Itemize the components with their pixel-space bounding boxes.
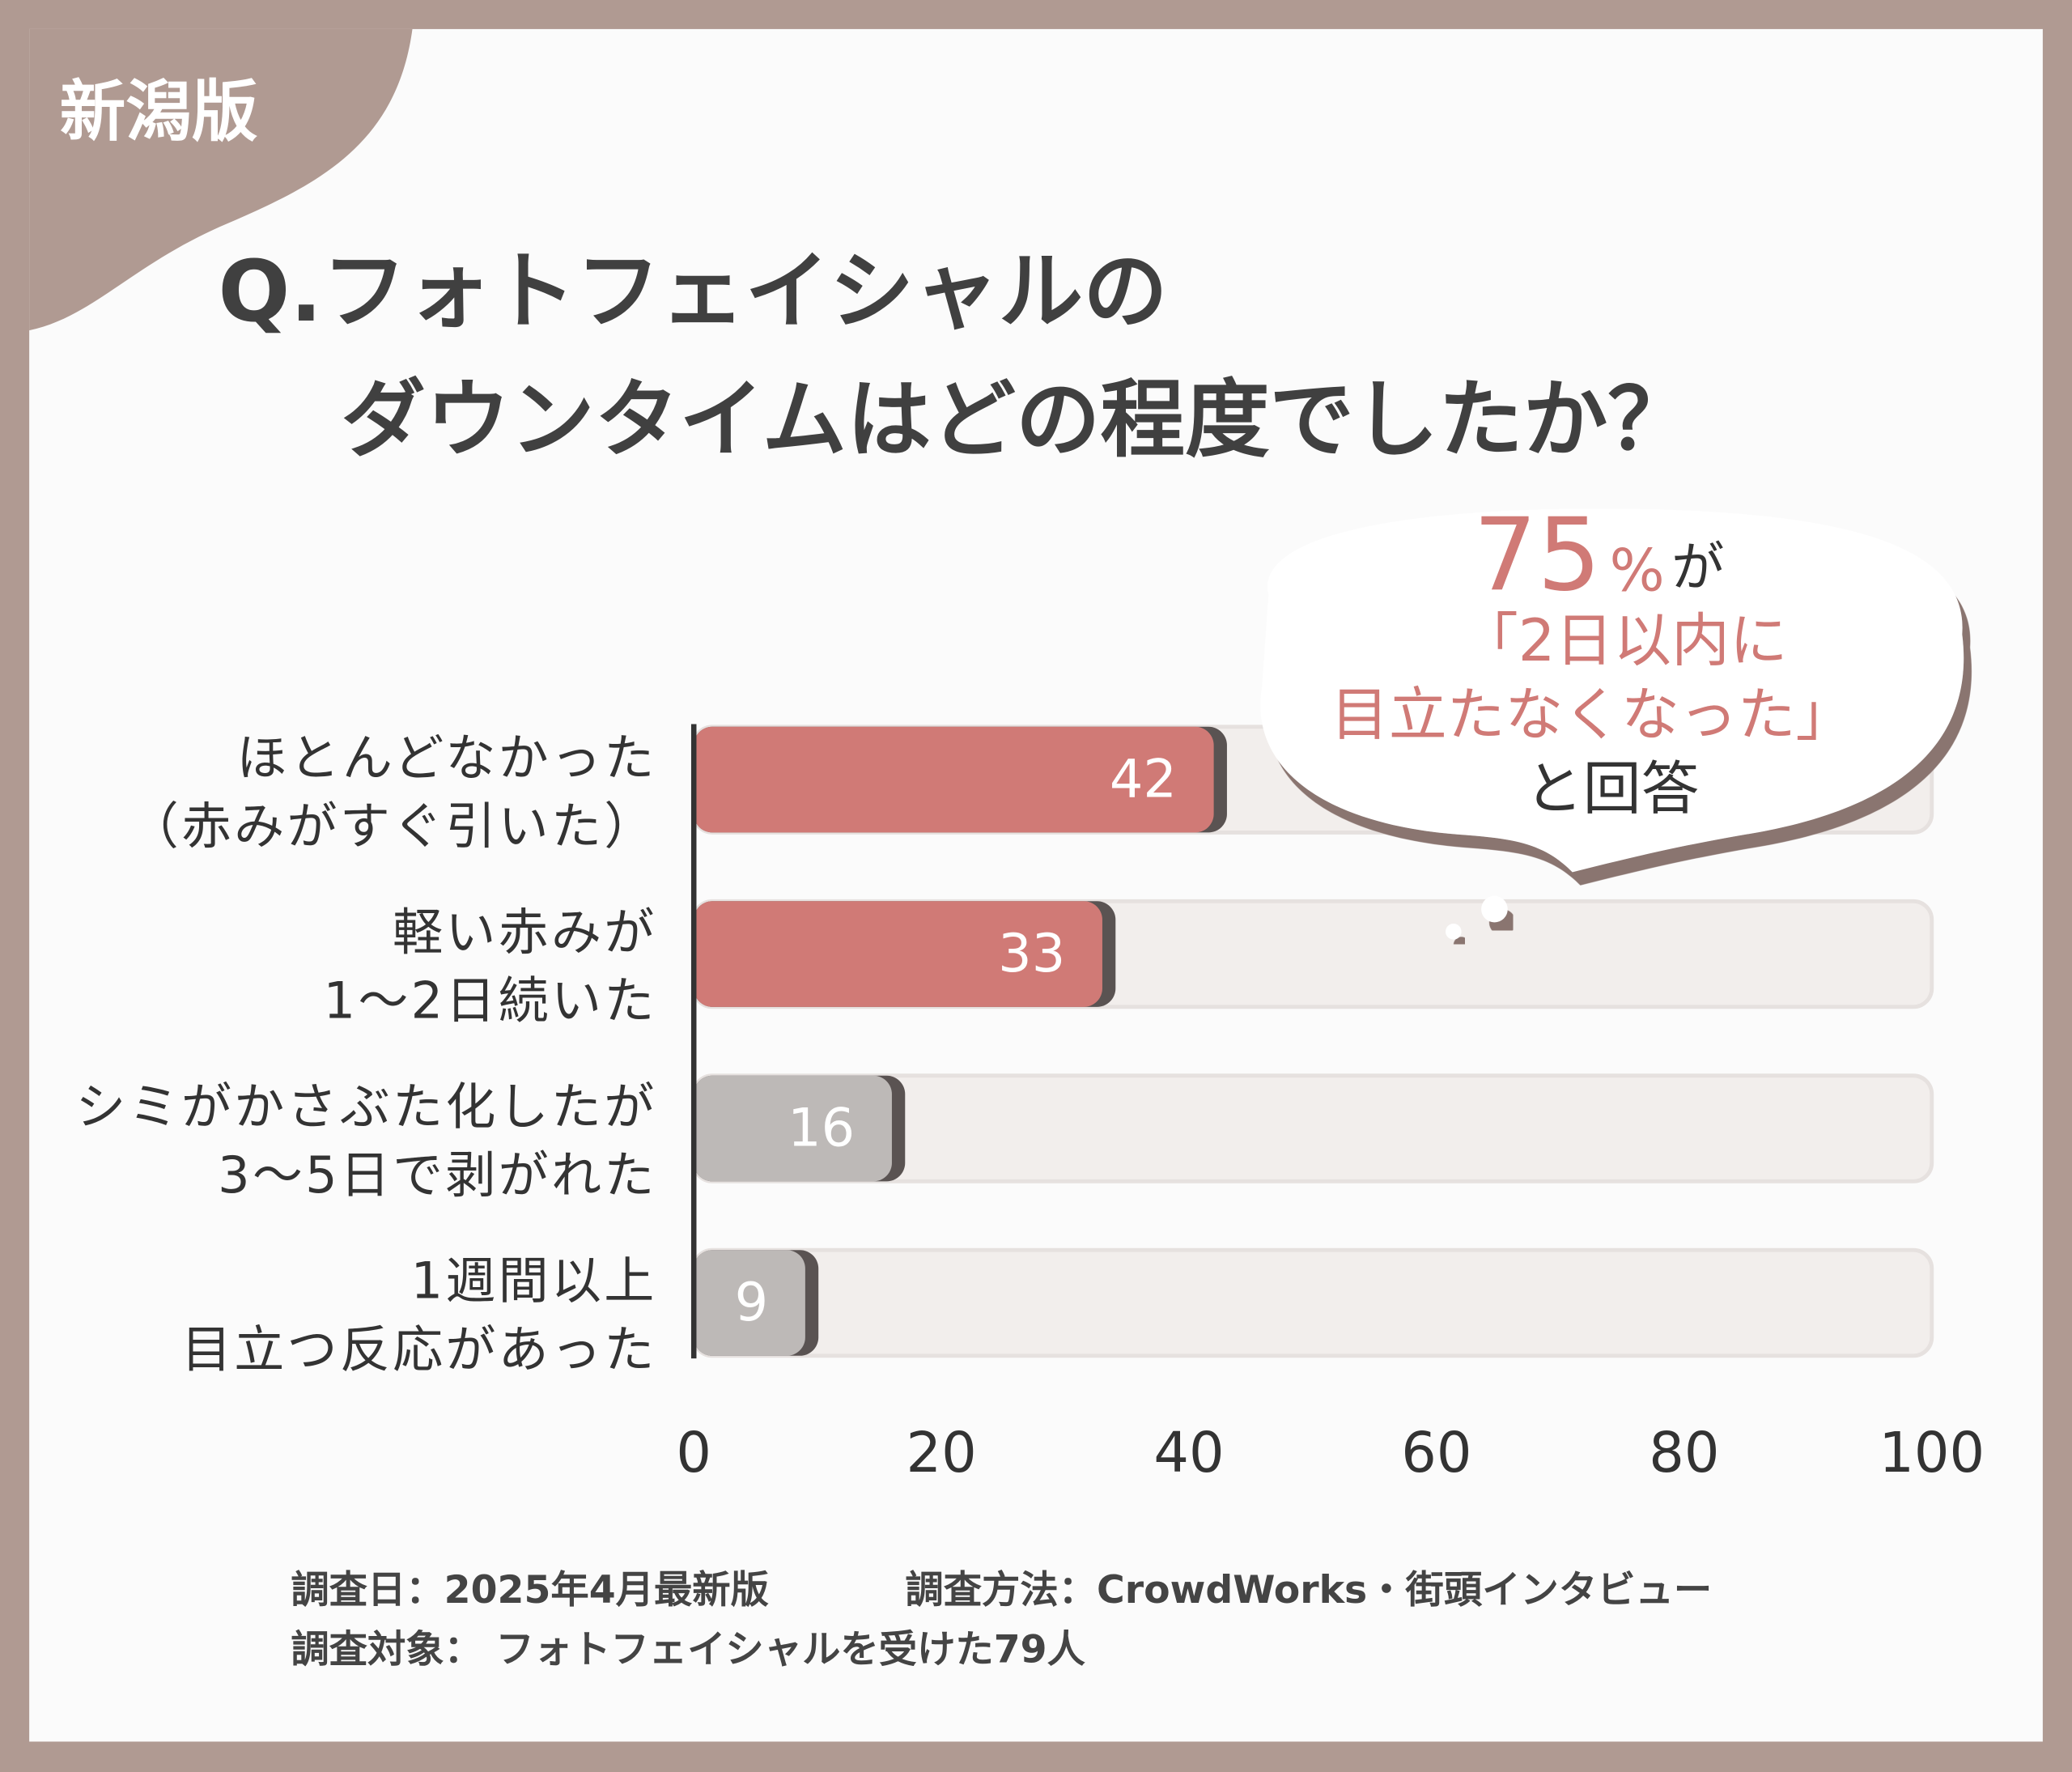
category-label: 1週間以上 [411,1251,657,1311]
category-label: シミがかさぶた化したが [75,1077,656,1136]
category-label: 目立つ反応があった [181,1320,657,1379]
badge: 新潟版 [60,74,258,151]
callout-percent: 75 [1473,497,1601,614]
category-label: 1～2日続いた [324,971,657,1030]
x-tick-label: 100 [1879,1421,1985,1485]
category-label: （赤みがすぐ引いた） [129,797,657,856]
badge-shape [29,28,413,331]
callout-line: 目立たなくなった」 [1331,681,1853,749]
bar-track [691,1247,1934,1358]
plot: 42 ほとんどなかった （赤みがすぐ引いた） 33 軽い赤みが 1～2日続いた 16 シミがか… [75,724,1985,1485]
callout-dot [1481,895,1508,923]
value-label: 9 [735,1272,769,1333]
category-label: 3～5日で剥がれた [218,1145,656,1205]
x-tick-label: 80 [1649,1421,1719,1485]
callout-bubble [1260,508,1964,873]
title-line: ダウンタイムはどの程度でしたか？ [341,370,1692,469]
x-tick-label: 40 [1153,1421,1224,1485]
callout-unit: % [1609,537,1664,605]
title-line: Q.フォトフェイシャルの [219,242,1168,341]
x-tick-label: 0 [676,1421,711,1485]
bar [694,1250,805,1356]
x-tick-label: 60 [1401,1421,1471,1485]
footer-date: 調査日：2025年4月最新版 [291,1568,769,1613]
panel [29,28,2043,1742]
footer-method: 調査方法：CrowdWorks・街頭インタビュー [905,1568,1712,1613]
footer-target: 調査対象： フォトフェイシャルを受けた79人 [291,1627,1085,1672]
value-label: 33 [998,923,1065,984]
callout-particle: が [1671,537,1724,598]
callout: 75 % が 「2日以内に 目立たなくなった」 と回答 [1260,497,1964,940]
bar [694,901,1102,1007]
callout-line: と回答 [1525,754,1699,822]
callout-dot [1446,924,1462,940]
value-label: 16 [788,1097,855,1158]
category-label: 軽い赤みが [393,903,656,962]
bar [694,1075,892,1182]
callout-line: 「2日以内に [1460,606,1788,674]
bar [694,726,1214,833]
category-label: ほとんどなかった [236,728,656,787]
x-tick-label: 20 [906,1421,977,1485]
value-label: 42 [1110,748,1177,810]
